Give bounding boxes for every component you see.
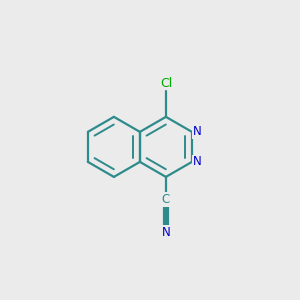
Text: N: N bbox=[193, 155, 202, 168]
Text: C: C bbox=[162, 193, 170, 206]
Text: N: N bbox=[193, 125, 202, 138]
Text: Cl: Cl bbox=[160, 77, 172, 90]
Text: N: N bbox=[161, 226, 170, 239]
